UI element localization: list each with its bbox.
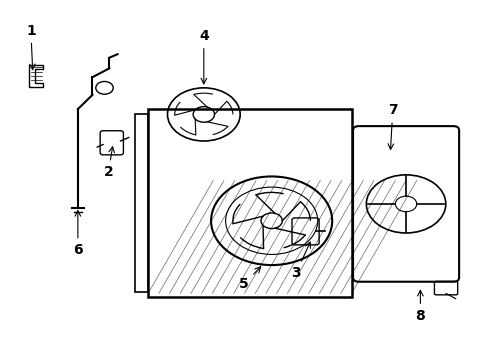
Text: 8: 8 xyxy=(416,291,425,323)
Text: 3: 3 xyxy=(291,242,310,280)
Text: 7: 7 xyxy=(388,103,397,149)
Text: 5: 5 xyxy=(239,267,261,291)
Text: 6: 6 xyxy=(73,211,83,257)
Text: 2: 2 xyxy=(103,147,115,179)
Bar xyxy=(148,109,352,297)
Bar xyxy=(135,114,148,292)
Text: 1: 1 xyxy=(26,24,36,69)
Text: 4: 4 xyxy=(199,29,209,84)
